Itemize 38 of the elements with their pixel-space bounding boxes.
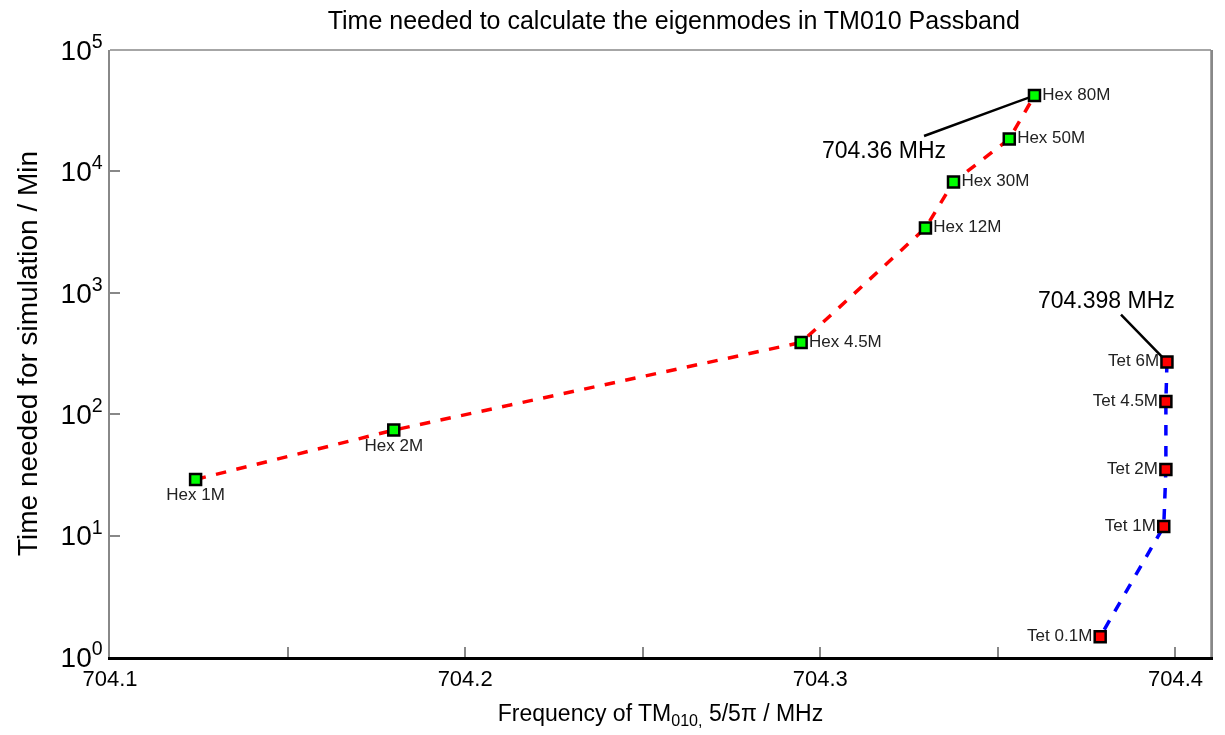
chart-title: Time needed to calculate the eigenmodes in TM010 Passband xyxy=(327,5,1020,34)
x-tick-label: 704.1 xyxy=(82,666,138,692)
point xyxy=(1160,355,1174,369)
x-tick-label: 704.3 xyxy=(792,666,848,692)
x-tick-label: 704.2 xyxy=(437,666,493,692)
y-tick-label: 10$^{5}$ xyxy=(60,30,103,66)
data-label: Hex 80M xyxy=(1042,84,1111,104)
data-label: Hex 1M xyxy=(166,485,225,505)
annotation: 704.398 MHz xyxy=(1038,287,1175,313)
point xyxy=(188,472,203,487)
point xyxy=(387,423,401,437)
data-label: Hex 4.5M xyxy=(809,331,882,351)
point xyxy=(1157,519,1171,534)
y-tick-label: 10$^{4}$ xyxy=(60,151,103,188)
point xyxy=(946,175,961,189)
point xyxy=(1027,88,1042,103)
x-tick-label: 704.4 xyxy=(1147,666,1204,692)
data-label: Tet 4.5M xyxy=(1092,390,1159,410)
data-label: Hex 12M xyxy=(933,217,1002,237)
y-axis-title: Time needed for simulation / Min xyxy=(11,150,43,557)
data-label: Hex 30M xyxy=(961,171,1030,191)
point xyxy=(794,335,808,350)
y-tick-label: 10$^{2}$ xyxy=(60,394,103,430)
point xyxy=(1159,394,1173,409)
x-axis-title: Frequency of TM$_{010,}$ 5/5π / MHz xyxy=(497,700,824,729)
point xyxy=(1002,132,1017,146)
point xyxy=(918,221,933,235)
point xyxy=(1159,462,1173,477)
y-tick-label: 10$^{1}$ xyxy=(60,515,103,552)
data-label: Tet 1M xyxy=(1104,515,1156,535)
data-label: Tet 0.1M xyxy=(1027,625,1093,645)
point xyxy=(1093,629,1107,644)
annotation: 704.36 MHz xyxy=(822,137,947,163)
data-label: Hex 2M xyxy=(364,435,424,455)
data-label: Tet 6M xyxy=(1108,351,1160,371)
y-tick-label: 10$^{3}$ xyxy=(60,272,103,309)
data-label: Hex 50M xyxy=(1017,128,1086,148)
data-label: Tet 2M xyxy=(1106,458,1159,478)
